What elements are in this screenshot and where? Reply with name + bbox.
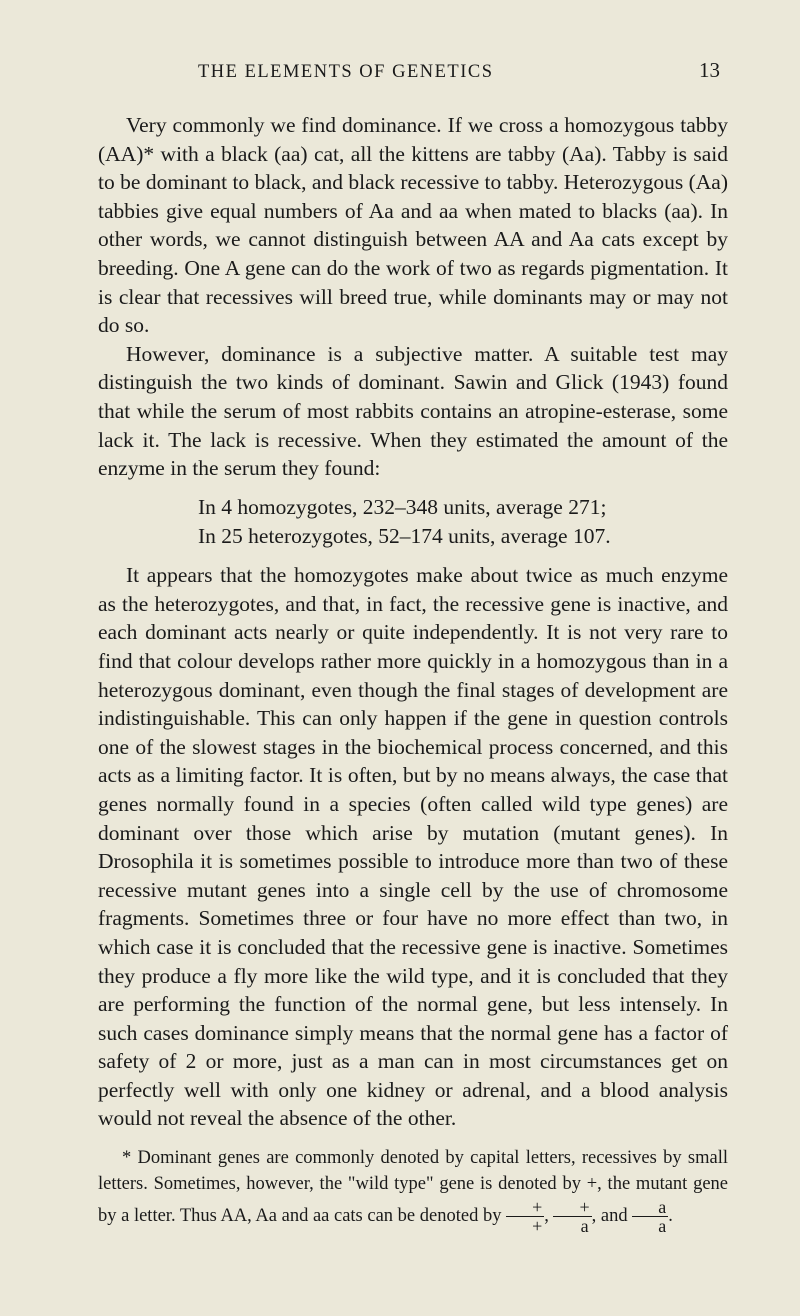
header-title: THE ELEMENTS OF GENETICS (198, 62, 494, 83)
block-quote: In 4 homozygotes, 232–348 units, average… (98, 493, 728, 551)
fraction-a-a: aa (632, 1198, 668, 1235)
body-paragraph-3: It appears that the homozygotes make abo… (98, 561, 728, 1133)
fraction-plus-a: +a (553, 1198, 591, 1235)
page-header: THE ELEMENTS OF GENETICS 13 (98, 58, 728, 83)
block-line-2: In 25 heterozygotes, 52–174 units, avera… (198, 522, 728, 551)
page-number: 13 (699, 58, 720, 83)
block-line-1: In 4 homozygotes, 232–348 units, average… (198, 493, 728, 522)
fraction-plus-plus: ++ (506, 1198, 544, 1235)
footnote: * Dominant genes are commonly denoted by… (98, 1145, 728, 1235)
footnote-text-2: , and (592, 1205, 633, 1225)
body-paragraph-2: However, dominance is a subjective matte… (98, 340, 728, 483)
footnote-text-3: . (668, 1205, 673, 1225)
body-paragraph-1: Very commonly we find dominance. If we c… (98, 111, 728, 340)
